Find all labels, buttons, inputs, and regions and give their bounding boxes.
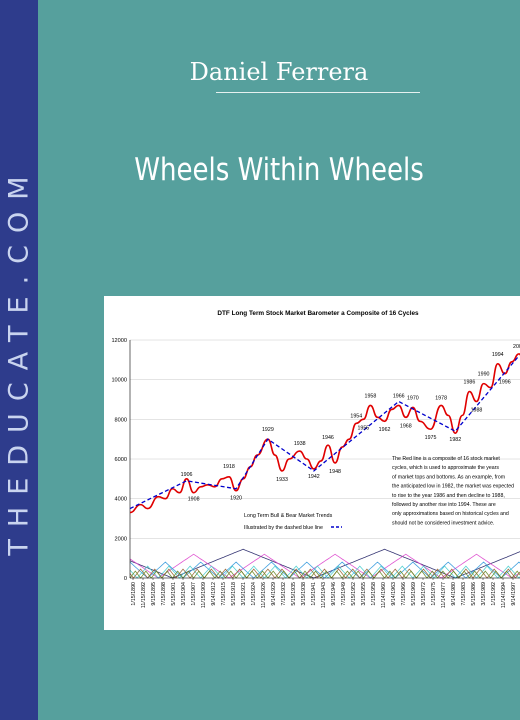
y-tick-label: 2000	[115, 536, 127, 542]
trend-dashed-line	[129, 355, 520, 510]
x-tick-label: 7/15/1898	[161, 582, 167, 606]
year-annotation: 2000	[513, 344, 520, 350]
author-underline	[216, 92, 420, 93]
x-tick-label: 1/15/1890	[131, 582, 137, 606]
year-annotation: 1996	[499, 380, 511, 386]
x-tick-label: 5/15/1935	[291, 582, 297, 606]
composite-red-line	[129, 353, 520, 514]
component-cycle-line	[129, 570, 520, 579]
legend-entry-label: Illustrated by the dashed blue line	[244, 525, 323, 531]
y-tick-label: 0	[124, 576, 127, 582]
x-tick-label: 5/15/1952	[351, 582, 357, 606]
x-tick-label: 9/14/1929	[271, 582, 277, 606]
year-annotation: 1958	[365, 394, 377, 400]
year-annotation: 1946	[322, 435, 334, 441]
x-tick-label: 1/15/1975	[431, 582, 437, 606]
note-line: to rise to the year 1986 and then declin…	[392, 493, 505, 499]
x-tick-label: 1/15/1958	[371, 582, 377, 606]
legend-title: Long Term Bull & Bear Market Trends	[244, 513, 333, 519]
chart-legend: Long Term Bull & Bear Market Trends Illu…	[244, 513, 342, 531]
year-annotation: 1929	[262, 427, 274, 433]
sidebar: THEDUCATE.COM	[0, 0, 38, 720]
note-line: The Red line is a composite of 16 stock …	[392, 456, 500, 462]
x-tick-label: 11/14/1960	[381, 582, 387, 608]
year-annotation: 1906	[181, 472, 193, 478]
author-name: Daniel Ferrera	[189, 58, 369, 86]
year-annotation: 1955	[357, 425, 369, 431]
chart-title: DTF Long Term Stock Market Barometer a C…	[217, 310, 419, 317]
year-annotation: 1966	[393, 394, 405, 400]
note-line: of market tops and bottoms. As an exampl…	[392, 474, 505, 480]
x-tick-label: 9/14/1997	[511, 582, 517, 606]
year-annotation: 1918	[223, 464, 235, 470]
x-tick-label: 11/15/1926	[261, 582, 267, 608]
x-tick-label: 5/15/1969	[411, 582, 417, 606]
x-tick-label: 7/15/1983	[461, 582, 467, 606]
year-annotation: 1990	[478, 372, 490, 378]
chart-note: The Red line is a composite of 16 stock …	[392, 456, 514, 526]
year-annotation: 1908	[188, 497, 200, 503]
chart-svg: DTF Long Term Stock Market Barometer a C…	[111, 310, 520, 608]
year-annotation: 1962	[379, 427, 391, 433]
x-tick-label: 11/14/1977	[441, 582, 447, 608]
x-tick-label: 3/15/1972	[421, 582, 427, 606]
x-tick-label: 3/15/1938	[301, 582, 307, 606]
x-tick-label: 9/15/1895	[151, 582, 157, 606]
note-line: the anticipated low in 1982, the market …	[392, 484, 514, 490]
x-tick-label: 1/15/1907	[191, 582, 197, 606]
note-line: should not be considered investment advi…	[392, 520, 494, 526]
year-annotation: 1954	[350, 413, 362, 419]
note-line: cycles, which is used to approximate the…	[392, 465, 499, 471]
x-tick-label: 9/14/1963	[391, 582, 397, 606]
x-tick-label: 1/15/1924	[251, 582, 257, 606]
x-tick-label: 3/15/1921	[241, 582, 247, 606]
note-line: followed by another rise into 1994. Thes…	[392, 502, 496, 508]
year-annotation: 1982	[449, 437, 461, 443]
x-tick-label: 11/15/1892	[141, 582, 147, 608]
book-title: Wheels Within Wheels	[134, 152, 424, 188]
x-tick-label: 5/15/1901	[171, 582, 177, 606]
component-cycle-line	[129, 553, 520, 579]
year-annotation: 1975	[425, 435, 437, 441]
year-annotation: 1994	[492, 352, 504, 358]
side-watermark-text: THEDUCATE.COM	[3, 164, 35, 556]
note-line: only approximations based on historical …	[392, 511, 509, 517]
y-tick-label: 6000	[115, 457, 127, 463]
x-tick-label: 1/15/1992	[491, 582, 497, 606]
x-tick-label: 9/15/1946	[331, 582, 337, 606]
x-tick-label: 11/15/1909	[201, 582, 207, 608]
year-annotation: 1978	[435, 396, 447, 402]
year-annotation: 1938	[294, 441, 306, 447]
year-annotation: 1986	[464, 380, 476, 386]
year-annotation: 1968	[400, 423, 412, 429]
x-tick-label: 9/14/1912	[211, 582, 217, 606]
x-tick-label: 7/15/1915	[221, 582, 227, 606]
x-tick-label: 3/15/1989	[481, 582, 487, 606]
x-tick-label: 3/15/1904	[181, 582, 187, 606]
x-tick-label: 7/15/1949	[341, 582, 347, 606]
x-tick-label: 7/15/1932	[281, 582, 287, 606]
x-tick-label: 1/15/1941	[311, 582, 317, 606]
year-annotation: 1933	[276, 477, 288, 483]
x-tick-label: 3/15/1955	[361, 582, 367, 606]
chart-panel: DTF Long Term Stock Market Barometer a C…	[104, 296, 520, 630]
x-tick-label: 11/15/1943	[321, 582, 327, 608]
y-tick-label: 10000	[111, 378, 127, 384]
x-tick-label: 11/14/1994	[501, 582, 507, 608]
y-tick-label: 8000	[115, 417, 127, 423]
x-tick-label: 5/15/1986	[471, 582, 477, 606]
year-annotation: 1988	[471, 407, 483, 413]
x-tick-label: 7/15/1966	[401, 582, 407, 606]
year-annotation: 1970	[407, 396, 419, 402]
x-tick-label: 9/14/1980	[451, 582, 457, 606]
year-annotation: 1948	[329, 469, 341, 475]
x-tick-label: 5/15/1918	[231, 582, 237, 606]
y-tick-label: 4000	[115, 497, 127, 503]
book-cover: Daniel Ferrera Wheels Within Wheels DTF …	[38, 0, 520, 720]
year-annotation: 1920	[230, 496, 242, 502]
year-annotation: 1942	[308, 474, 320, 480]
y-tick-label: 12000	[111, 338, 127, 344]
